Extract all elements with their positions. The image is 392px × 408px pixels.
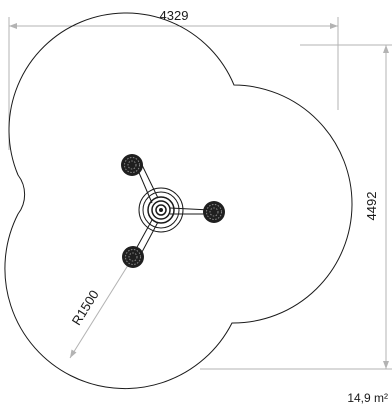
seat-right: [203, 201, 225, 223]
carousel-equipment: [121, 154, 225, 268]
radius-arrow: [70, 349, 77, 358]
width-dimension: [8, 17, 339, 150]
radius-label: R1500: [69, 287, 102, 327]
height-dimension: [200, 44, 392, 370]
safety-zone-outline: [4, 12, 353, 390]
height-label: 4492: [364, 192, 379, 221]
carousel-arms: [135, 164, 211, 253]
height-arrow-bottom: [383, 361, 389, 369]
width-label: 4329: [160, 8, 189, 23]
width-arrow-left: [9, 23, 17, 29]
area-label: 14,9 m²: [347, 391, 388, 405]
radius-dimension: [69, 261, 131, 359]
seat-top: [121, 154, 143, 176]
height-arrow-top: [383, 45, 389, 53]
carousel-hub: [138, 187, 184, 233]
radius-dimension-line: [69, 261, 131, 359]
seat-bottom: [122, 246, 144, 268]
width-arrow-right: [330, 23, 338, 29]
